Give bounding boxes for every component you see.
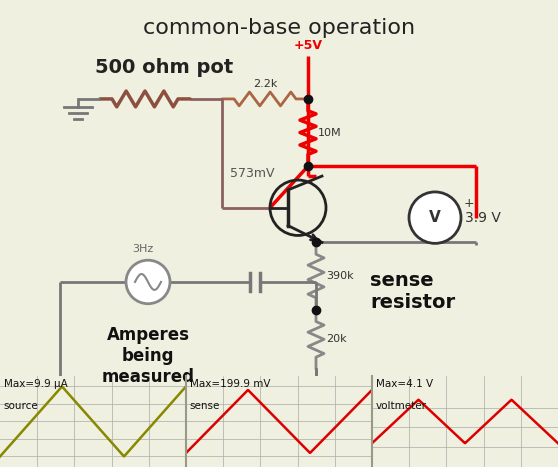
Circle shape xyxy=(126,260,170,304)
Text: 20k: 20k xyxy=(326,334,347,344)
Text: V: V xyxy=(429,210,441,225)
Text: common-base operation: common-base operation xyxy=(143,18,415,38)
Text: 3Hz: 3Hz xyxy=(132,244,153,254)
Text: Amperes
being
measured: Amperes being measured xyxy=(102,326,195,386)
Text: 10M: 10M xyxy=(318,127,341,138)
Text: +5V: +5V xyxy=(294,39,323,52)
Text: sense: sense xyxy=(190,402,220,411)
Text: 2.2k: 2.2k xyxy=(253,79,277,89)
Text: 3.9 V: 3.9 V xyxy=(465,211,501,225)
Text: 573mV: 573mV xyxy=(230,167,275,180)
Text: Max=9.9 μA: Max=9.9 μA xyxy=(4,379,68,389)
Text: voltmeter: voltmeter xyxy=(376,402,427,411)
Text: Max=199.9 mV: Max=199.9 mV xyxy=(190,379,270,389)
Text: Max=4.1 V: Max=4.1 V xyxy=(376,379,433,389)
Text: +: + xyxy=(464,197,475,210)
Text: source: source xyxy=(4,402,39,411)
Text: 390k: 390k xyxy=(326,271,354,281)
Circle shape xyxy=(409,192,461,243)
Text: 500 ohm pot: 500 ohm pot xyxy=(95,58,233,77)
Text: sense
resistor: sense resistor xyxy=(370,271,455,312)
